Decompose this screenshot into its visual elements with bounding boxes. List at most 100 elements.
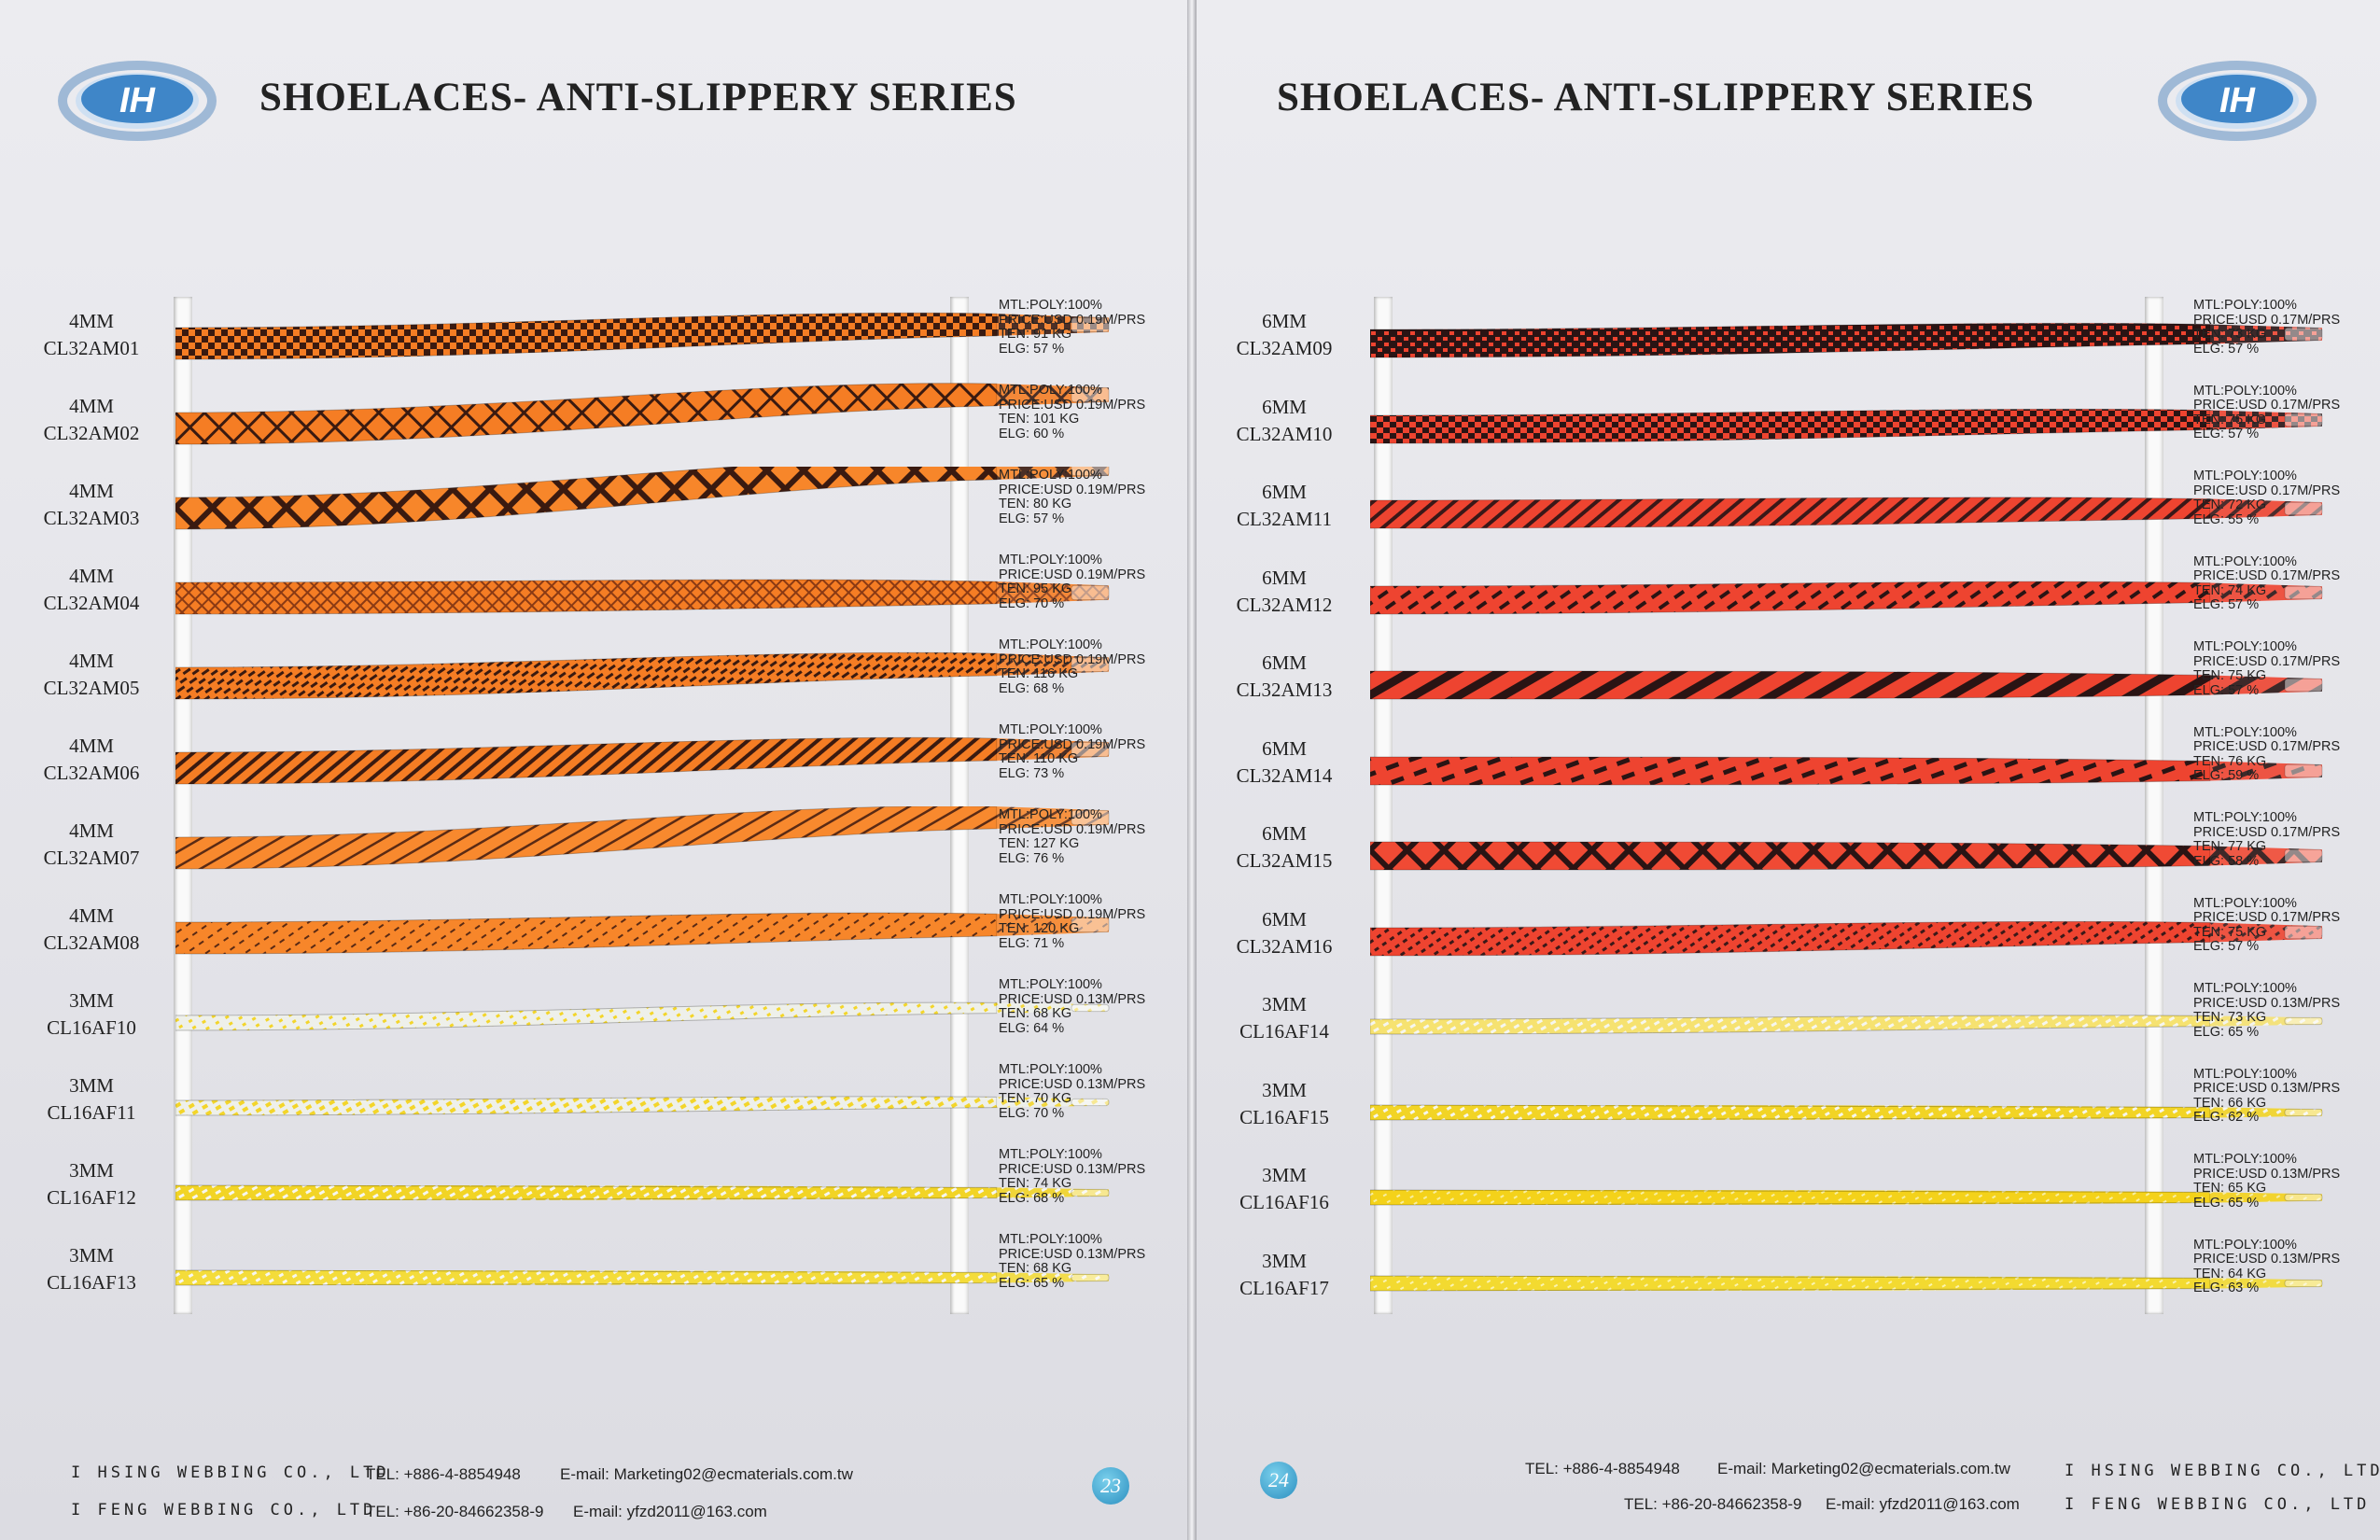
- spec-line: PRICE:USD 0.17M/PRS: [2193, 910, 2341, 925]
- lace-size: 6MM: [1262, 651, 1307, 674]
- contact-email-2[interactable]: E-mail: yfzd2011@163.com: [573, 1503, 767, 1520]
- lace-size: 6MM: [1262, 481, 1307, 503]
- spec-line: ELG: 71 %: [999, 935, 1065, 951]
- shoelace-sample: [1370, 756, 2323, 785]
- spec-line: TEN: 116 KG: [999, 666, 1079, 681]
- lace-spec: MTL:POLY:100% PRICE:USD 0.17M/PRS TEN: 75 …: [2193, 639, 2341, 698]
- spec-line: TEN: 95 KG: [999, 581, 1072, 596]
- spec-line: ELG: 68 %: [999, 1190, 1065, 1206]
- lace-row: 4MM CL32AM06 MTL:POLY:100% PRICE:USD 0.19M/…: [0, 721, 1187, 805]
- shoelace-sample: [175, 579, 1110, 615]
- lace-label: 4MM CL32AM04: [17, 563, 166, 617]
- spec-line: TEN: 127 KG: [999, 836, 1080, 851]
- spec-line: MTL:POLY:100%: [999, 383, 1102, 398]
- shoelace-sample: [175, 383, 1110, 445]
- lace-size: 3MM: [69, 989, 114, 1012]
- spec-line: MTL:POLY:100%: [999, 553, 1102, 567]
- spec-line: PRICE:USD 0.13M/PRS: [2193, 1081, 2341, 1096]
- lace-code: CL32AM11: [1237, 508, 1332, 530]
- lace-code: CL32AM08: [43, 931, 140, 954]
- lace-size: 4MM: [69, 819, 114, 842]
- display-slot-right: [2145, 297, 2163, 1314]
- spec-line: PRICE:USD 0.13M/PRS: [999, 1161, 1146, 1177]
- lace-code: CL16AF16: [1239, 1191, 1329, 1213]
- lace-spec: MTL:POLY:100% PRICE:USD 0.17M/PRS TEN: 72 …: [2193, 469, 2340, 527]
- lace-spec: MTL:POLY:100% PRICE:USD 0.19M/PRS TEN: 91 …: [999, 298, 1145, 357]
- spec-line: ELG: 63 %: [2193, 1281, 2260, 1295]
- lace-code: CL32AM05: [43, 677, 140, 699]
- spec-line: TEN: 110 KG: [999, 751, 1079, 766]
- contact-email-2[interactable]: E-mail: yfzd2011@163.com: [1826, 1495, 2020, 1513]
- lace-row: 4MM CL32AM05 MTL:POLY:100% PRICE:USD 0.19M/…: [0, 637, 1187, 721]
- spec-line: MTL:POLY:100%: [999, 807, 1102, 822]
- spec-line: PRICE:USD 0.19M/PRS: [999, 906, 1146, 922]
- spec-line: PRICE:USD 0.19M/PRS: [999, 567, 1146, 582]
- spec-line: MTL:POLY:100%: [2193, 895, 2297, 911]
- page-number-badge: 23: [1092, 1467, 1129, 1505]
- shoelace-sample: [175, 912, 1110, 955]
- contact-email-1[interactable]: E-mail: Marketing02@ecmaterials.com.tw: [1717, 1460, 2010, 1477]
- page-title: SHOELACES- ANTI-SLIPPERY SERIES: [1277, 76, 2035, 119]
- spec-line: TEN: 76 KG: [2193, 753, 2267, 769]
- lace-row: 3MM CL16AF13 MTL:POLY:100% PRICE:USD 0.13M/…: [0, 1231, 1187, 1315]
- spec-line: TEN: 91 KG: [999, 327, 1072, 342]
- spec-line: PRICE:USD 0.19M/PRS: [999, 397, 1146, 413]
- shoelace-sample: [1370, 1015, 2323, 1035]
- spec-line: TEN: 68 KG: [999, 1261, 1072, 1276]
- lace-code: CL32AM09: [1236, 337, 1333, 359]
- shoelace-sample: [1370, 670, 2323, 700]
- lace-size: 4MM: [69, 904, 114, 927]
- lace-spec: MTL:POLY:100% PRICE:USD 0.13M/PRS TEN: 68 …: [999, 977, 1146, 1036]
- spec-line: ELG: 65 %: [999, 1275, 1065, 1291]
- lace-row: 4MM CL32AM01 MTL:POLY:100% PRICE:USD 0.19M/…: [0, 297, 1187, 381]
- spec-line: TEN: 74 KG: [999, 1176, 1072, 1191]
- spec-line: MTL:POLY:100%: [999, 468, 1102, 483]
- shoelace-sample: [1370, 841, 2323, 871]
- spec-line: PRICE:USD 0.13M/PRS: [999, 991, 1146, 1007]
- lace-size: 3MM: [69, 1244, 114, 1267]
- lace-row: 4MM CL32AM04 MTL:POLY:100% PRICE:USD 0.19M/…: [0, 552, 1187, 636]
- contact-tel-2: TEL: +86-20-84662358-9: [366, 1503, 544, 1520]
- spec-line: ELG: 60 %: [999, 426, 1065, 441]
- spec-line: MTL:POLY:100%: [999, 298, 1102, 313]
- spec-line: MTL:POLY:100%: [2193, 1152, 2297, 1167]
- lace-label: 3MM CL16AF15: [1197, 1077, 1376, 1131]
- lace-label: 3MM CL16AF12: [17, 1157, 166, 1211]
- shoelace-sample: [175, 806, 1110, 870]
- lace-spec: MTL:POLY:100% PRICE:USD 0.13M/PRS TEN: 68 …: [999, 1232, 1145, 1291]
- spec-line: TEN: 72 KG: [2193, 497, 2267, 512]
- spec-line: MTL:POLY:100%: [999, 977, 1102, 992]
- lace-row: 4MM CL32AM02 MTL:POLY:100% PRICE:USD 0.19M/…: [0, 382, 1187, 466]
- shoelace-sample: [175, 1184, 1110, 1201]
- spec-line: MTL:POLY:100%: [999, 637, 1102, 652]
- lace-spec: MTL:POLY:100% PRICE:USD 0.13M/PRS TEN: 65 …: [2193, 1152, 2340, 1211]
- lace-size: 4MM: [69, 735, 114, 757]
- display-slot-left: [1374, 297, 1393, 1314]
- lace-label: 6MM CL32AM10: [1197, 394, 1376, 448]
- shoelace-sample: [1370, 497, 2323, 529]
- company-name-2: I FENG WEBBING CO., LTD: [71, 1501, 377, 1519]
- contact-email-1[interactable]: E-mail: Marketing02@ecmaterials.com.tw: [560, 1465, 853, 1483]
- lace-label: 3MM CL16AF14: [1197, 991, 1376, 1045]
- lace-row: 6MM CL32AM10 MTL:POLY:100% PRICE:USD 0.17M/…: [1197, 383, 2380, 467]
- lace-label: 4MM CL32AM03: [17, 478, 166, 532]
- lace-label: 6MM CL32AM15: [1197, 820, 1376, 875]
- spec-line: ELG: 62 %: [2193, 1110, 2260, 1125]
- lace-row: 6MM CL32AM13 MTL:POLY:100% PRICE:USD 0.17M/…: [1197, 638, 2380, 722]
- lace-size: 3MM: [1262, 993, 1307, 1015]
- lace-row: 6MM CL32AM12 MTL:POLY:100% PRICE:USD 0.17M/…: [1197, 553, 2380, 637]
- spec-line: PRICE:USD 0.17M/PRS: [2193, 653, 2341, 669]
- spec-line: TEN: 120 KG: [999, 921, 1080, 936]
- lace-row: 4MM CL32AM08 MTL:POLY:100% PRICE:USD 0.19M/…: [0, 891, 1187, 975]
- spec-line: TEN: 70 KG: [999, 1091, 1072, 1106]
- display-slot-left: [174, 297, 192, 1314]
- spec-line: ELG: 65 %: [2193, 1195, 2260, 1211]
- lace-code: CL32AM06: [43, 762, 140, 784]
- spec-line: TEN: 73 KG: [2193, 1010, 2267, 1025]
- lace-code: CL16AF13: [47, 1271, 136, 1294]
- lace-size: 3MM: [69, 1159, 114, 1182]
- lace-label: 3MM CL16AF16: [1197, 1162, 1376, 1216]
- catalog-page-left: IH SHOELACES- ANTI-SLIPPERY SERIES 4MM CL…: [0, 0, 1187, 1540]
- spec-line: TEN: 75 KG: [2193, 668, 2267, 683]
- lace-code: CL16AF17: [1239, 1276, 1329, 1299]
